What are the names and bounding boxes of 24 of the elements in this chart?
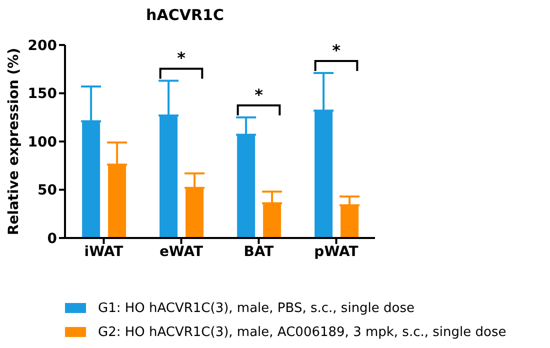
x-tick-label: eWAT	[159, 244, 204, 260]
bar	[237, 134, 256, 238]
bar	[263, 203, 282, 238]
chart-title: hACVR1C	[145, 6, 225, 24]
bar	[314, 110, 333, 238]
legend-label: G1: HO hACVR1C(3), male, PBS, s.c., single dose	[98, 300, 415, 316]
y-tick-label: 50	[38, 182, 58, 199]
bar	[186, 188, 204, 238]
y-tick-label: 0	[47, 230, 58, 247]
y-axis-title: Relative expression (%)	[6, 48, 22, 236]
x-tick-label: BAT	[244, 244, 274, 260]
y-tick-label: 100	[28, 134, 58, 150]
x-tick-label: iWAT	[84, 244, 124, 260]
annotation: *	[254, 85, 264, 104]
x-tick-label: pWAT	[314, 244, 359, 260]
y-tick-label: 200	[28, 38, 58, 54]
bar	[82, 121, 100, 238]
bar	[160, 115, 178, 238]
legend-label: G2: HO hACVR1C(3), male, AC006189, 3 mpk, s.c., single dose	[98, 324, 506, 340]
bar	[108, 164, 126, 238]
bar	[340, 205, 359, 238]
annotation: *	[177, 48, 186, 68]
y-tick-label: 150	[28, 86, 58, 102]
annotation: *	[332, 40, 342, 60]
